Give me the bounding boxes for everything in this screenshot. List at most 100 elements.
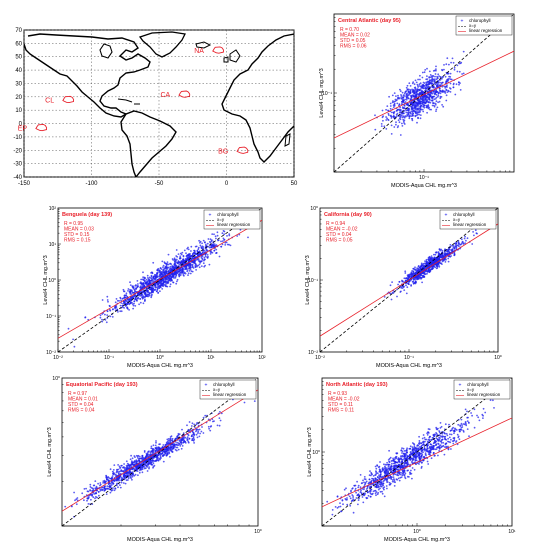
data-point [210,245,213,247]
data-point [193,423,196,426]
chlorophyll-points [64,397,256,518]
x-tick-label: 10⁻¹ [104,355,114,361]
data-point [409,85,412,87]
data-point [133,474,136,477]
data-point [186,270,189,273]
data-point [443,258,446,261]
data-point [445,63,448,66]
data-point [206,249,208,251]
data-point [418,113,420,116]
data-point [197,264,200,267]
data-point [181,269,184,272]
data-point [213,249,216,252]
map-y-tick-label: -40 [13,175,22,181]
data-point [482,417,484,419]
data-point [192,432,195,434]
data-point [104,489,107,491]
data-point [433,256,436,259]
data-point [390,114,392,117]
x-axis-label: MODIS-Aqua CHL mg.m^3 [127,537,193,543]
data-point [168,266,170,269]
data-point [150,272,152,274]
data-point [436,258,439,261]
data-point [64,505,67,508]
data-point [403,112,405,115]
data-point [464,242,466,245]
data-point [418,440,421,442]
data-point [434,90,437,93]
data-point [202,239,205,242]
data-point [430,79,433,82]
data-point [151,279,154,281]
data-point [399,134,402,136]
data-point [434,260,437,263]
data-point [111,308,114,311]
data-point [113,472,116,475]
data-point [94,480,97,482]
data-point [124,467,126,469]
data-point [119,484,121,486]
map-y-tick-label: -10 [13,135,22,141]
data-point [393,92,396,94]
data-point [389,102,392,105]
data-point [152,460,154,463]
data-point [400,95,403,97]
data-point [433,79,436,82]
data-point [435,89,438,91]
data-point [198,428,201,431]
data-point [172,281,175,284]
data-point [458,62,461,65]
data-point [112,487,114,489]
data-point [357,499,360,501]
data-point [426,75,428,77]
data-point [188,421,191,423]
data-point [420,264,423,266]
legend-entry: linear regression [217,222,251,227]
data-point [184,440,187,443]
data-point [426,86,429,88]
data-point [403,277,406,280]
data-point [141,278,144,281]
data-point [395,123,397,126]
data-point [146,452,149,454]
data-point [159,290,161,293]
data-point [186,424,188,427]
data-point [181,251,184,254]
data-point [462,72,465,75]
hudson-bay-outline [99,43,113,59]
data-point [441,249,444,252]
data-point [406,114,408,116]
data-point [167,253,170,256]
data-point [129,464,132,467]
data-point [436,265,439,268]
data-point [106,310,109,313]
data-point [221,240,224,243]
data-point [459,89,462,91]
data-point [417,86,419,88]
data-point [98,494,100,497]
data-point [410,469,412,472]
data-point [94,492,97,494]
legend-entry: chlorophyll [469,18,491,23]
legend-box [455,15,513,36]
stat-line: R = 0.95 [64,221,83,227]
data-point [435,110,437,112]
map-region-patch [178,90,191,98]
data-point [148,462,150,465]
data-point [172,265,174,268]
data-point [89,483,92,486]
data-point [428,76,431,79]
data-point [221,243,224,246]
data-point [175,437,178,440]
data-point [186,257,189,260]
data-point [441,104,443,106]
data-point [462,50,465,53]
south-america-outline [120,110,177,177]
data-point [137,474,139,477]
data-point [213,243,216,246]
data-point [199,261,202,264]
data-point [215,244,218,246]
data-point [475,232,478,235]
